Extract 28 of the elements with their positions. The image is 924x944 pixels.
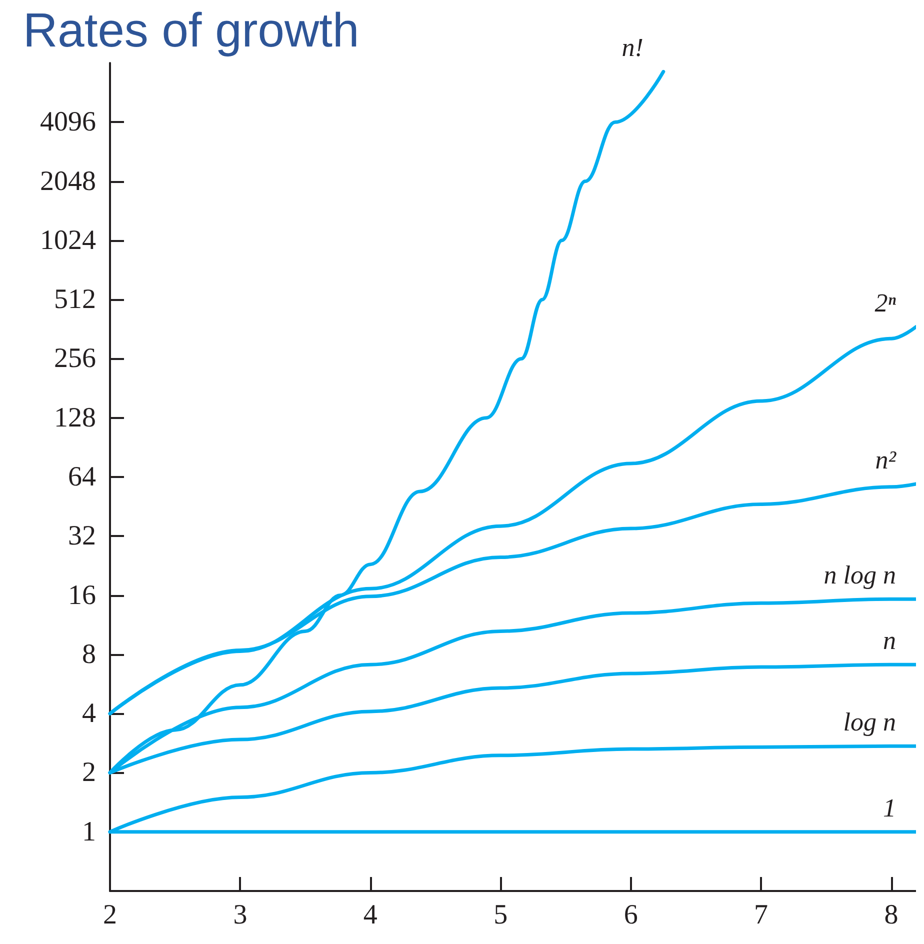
x-tick-label: 8	[884, 900, 898, 930]
y-tick-label: 2	[82, 757, 96, 788]
x-tick-label: 2	[103, 900, 117, 930]
y-tick-label: 8	[82, 638, 96, 670]
y-tick-label: 4	[82, 698, 96, 730]
y-tick-label: 4096	[40, 106, 96, 138]
y-tick-label: 64	[68, 462, 96, 492]
y-tick-label: 256	[54, 343, 96, 374]
y-tick-label: 1	[82, 816, 96, 848]
y-tick-label: 2048	[40, 166, 96, 197]
series-label: n!	[622, 33, 644, 62]
x-tick-label: 6	[624, 900, 638, 930]
series-label: 2ⁿ	[874, 288, 897, 318]
x-tick-label: 7	[754, 900, 768, 930]
x-tick-label: 3	[233, 900, 248, 930]
x-tick-label: 5	[494, 900, 508, 930]
series-label: n²	[875, 445, 898, 474]
y-tick-label: 128	[54, 402, 96, 434]
chart-title: Rates of growth	[23, 4, 360, 58]
x-tick-label: 4	[363, 900, 378, 930]
series-label: n	[883, 626, 896, 656]
y-tick-label: 512	[54, 284, 96, 316]
y-tick-label: 16	[68, 580, 96, 611]
y-tick-label: 32	[68, 520, 96, 552]
series-label: n log n	[824, 560, 896, 590]
y-tick-label: 1024	[40, 224, 96, 256]
series-label: 1	[883, 793, 896, 822]
series-label: log n	[843, 708, 896, 737]
